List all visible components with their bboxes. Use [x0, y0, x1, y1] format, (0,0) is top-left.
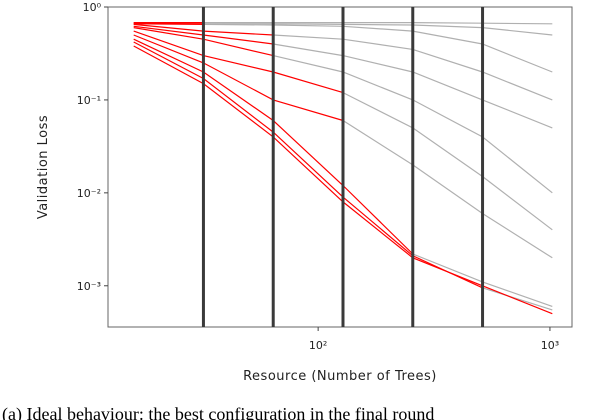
series-line — [203, 23, 553, 36]
y-tick-label: 10⁻² — [77, 187, 101, 200]
x-axis-label: Resource (Number of Trees) — [243, 369, 437, 384]
x-tick-label: 10² — [309, 339, 327, 352]
series-line — [482, 287, 553, 311]
y-tick-label: 10⁻³ — [77, 280, 101, 293]
series-line — [133, 41, 483, 289]
y-tick-label: 10⁰ — [83, 1, 102, 14]
x-tick-label: 10³ — [541, 339, 559, 352]
series-line — [133, 34, 344, 122]
series-line — [203, 23, 553, 73]
y-tick-label: 10⁻¹ — [77, 94, 101, 107]
series-line — [133, 23, 204, 25]
plot-frame — [107, 6, 573, 328]
series-line — [342, 92, 553, 231]
series-line — [203, 22, 553, 25]
y-axis-label: Validation Loss — [36, 115, 51, 219]
caption: (a) Ideal behaviour: the best configurat… — [2, 404, 434, 420]
series-line — [133, 30, 344, 94]
series-line — [342, 119, 553, 259]
